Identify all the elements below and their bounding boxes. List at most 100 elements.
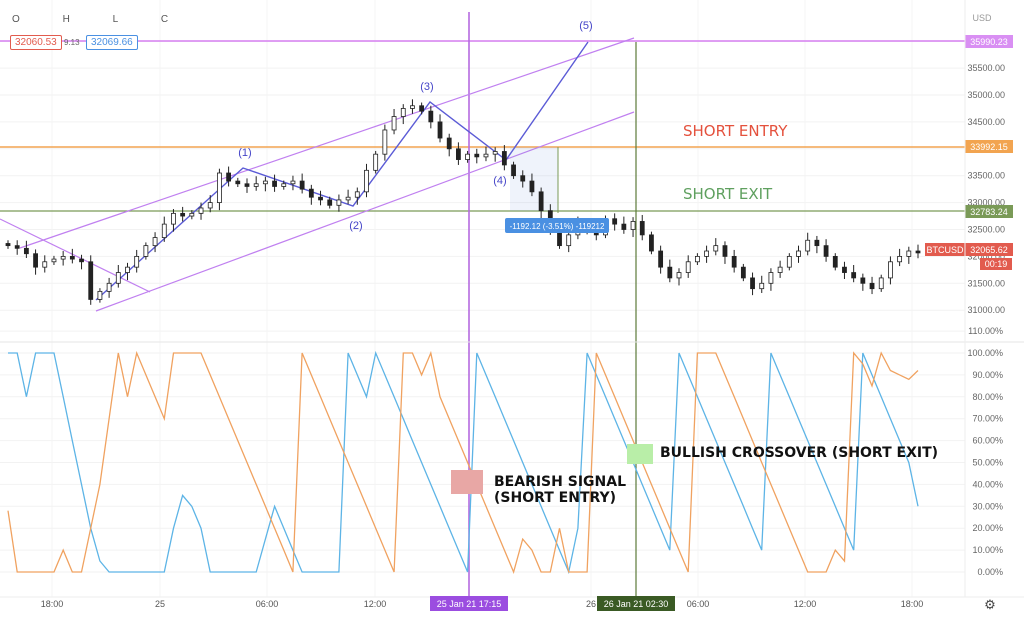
candle-body[interactable] bbox=[354, 191, 360, 198]
candle-body[interactable] bbox=[456, 148, 461, 160]
candle-body[interactable] bbox=[786, 255, 792, 268]
candle-body[interactable] bbox=[501, 151, 507, 166]
candle-body[interactable] bbox=[88, 261, 94, 300]
candle-body[interactable] bbox=[520, 175, 526, 182]
candle-body[interactable] bbox=[134, 255, 140, 268]
candle-body[interactable] bbox=[906, 250, 912, 257]
oscillator-line-orange[interactable] bbox=[7, 350, 919, 574]
candle-body[interactable] bbox=[667, 266, 673, 279]
candle-body[interactable] bbox=[14, 245, 20, 249]
candle-body[interactable] bbox=[299, 180, 305, 190]
candle-body[interactable] bbox=[51, 258, 57, 263]
candle-body[interactable] bbox=[5, 243, 11, 247]
candle-body[interactable] bbox=[538, 191, 544, 212]
candle-body[interactable] bbox=[566, 234, 572, 247]
candle-body[interactable] bbox=[400, 108, 406, 117]
candle-body[interactable] bbox=[860, 277, 866, 284]
candle-body[interactable] bbox=[740, 266, 746, 279]
candle-body[interactable] bbox=[639, 221, 645, 236]
candle-body[interactable] bbox=[685, 261, 691, 273]
candle-body[interactable] bbox=[704, 250, 709, 257]
candle-body[interactable] bbox=[410, 105, 415, 109]
candle-body[interactable] bbox=[281, 183, 287, 187]
candle-body[interactable] bbox=[823, 245, 829, 257]
channel-lower-line[interactable] bbox=[95, 111, 635, 312]
candle-body[interactable] bbox=[888, 261, 893, 279]
candle-body[interactable] bbox=[272, 180, 277, 187]
candle-body[interactable] bbox=[244, 183, 250, 187]
channel-upper-line[interactable] bbox=[19, 37, 635, 249]
candlestick-series[interactable] bbox=[5, 99, 921, 305]
candle-body[interactable] bbox=[446, 137, 452, 150]
candle-body[interactable] bbox=[731, 255, 737, 268]
candle-body[interactable] bbox=[235, 180, 241, 185]
candle-body[interactable] bbox=[125, 266, 130, 273]
candle-body[interactable] bbox=[180, 212, 186, 217]
candle-body[interactable] bbox=[750, 277, 755, 290]
candle-body[interactable] bbox=[832, 255, 838, 268]
candle-body[interactable] bbox=[851, 272, 857, 279]
candle-body[interactable] bbox=[79, 258, 84, 263]
candle-body[interactable] bbox=[658, 250, 664, 268]
candle-body[interactable] bbox=[23, 247, 29, 255]
candle-body[interactable] bbox=[171, 212, 176, 225]
candle-body[interactable] bbox=[152, 237, 158, 247]
candle-body[interactable] bbox=[805, 239, 811, 252]
candle-body[interactable] bbox=[428, 110, 434, 123]
candle-body[interactable] bbox=[262, 180, 268, 185]
candle-body[interactable] bbox=[382, 129, 388, 155]
candle-body[interactable] bbox=[768, 272, 774, 284]
candle-body[interactable] bbox=[649, 234, 654, 252]
candle-body[interactable] bbox=[915, 250, 921, 254]
candle-body[interactable] bbox=[483, 153, 489, 158]
candle-body[interactable] bbox=[878, 277, 884, 290]
candle-body[interactable] bbox=[869, 282, 875, 290]
candle-body[interactable] bbox=[373, 153, 379, 171]
candle-body[interactable] bbox=[33, 253, 38, 268]
candle-body[interactable] bbox=[529, 180, 535, 193]
candle-body[interactable] bbox=[327, 199, 333, 206]
candle-body[interactable] bbox=[777, 266, 783, 273]
candle-body[interactable] bbox=[796, 250, 801, 257]
candle-body[interactable] bbox=[345, 196, 351, 201]
oscillator-series[interactable] bbox=[7, 350, 919, 575]
ask-price-box[interactable]: 32069.66 bbox=[86, 35, 138, 50]
candle-body[interactable] bbox=[42, 261, 48, 268]
candle-body[interactable] bbox=[115, 272, 121, 284]
oscillator-line-blue[interactable] bbox=[8, 350, 919, 575]
gear-icon[interactable]: ⚙ bbox=[984, 597, 996, 612]
candle-body[interactable] bbox=[713, 245, 719, 252]
candle-body[interactable] bbox=[198, 207, 204, 214]
candle-body[interactable] bbox=[143, 245, 149, 257]
candle-body[interactable] bbox=[511, 164, 516, 177]
candle-body[interactable] bbox=[391, 116, 397, 131]
candle-body[interactable] bbox=[465, 153, 470, 160]
candle-body[interactable] bbox=[437, 121, 443, 139]
candle-body[interactable] bbox=[842, 266, 847, 273]
candle-body[interactable] bbox=[60, 255, 66, 260]
candle-body[interactable] bbox=[492, 151, 498, 155]
candle-body[interactable] bbox=[217, 172, 222, 203]
candle-body[interactable] bbox=[814, 239, 820, 247]
candle-body[interactable] bbox=[364, 169, 369, 193]
downtrend-line[interactable] bbox=[0, 218, 151, 293]
candle-body[interactable] bbox=[630, 221, 636, 230]
candle-body[interactable] bbox=[318, 196, 323, 201]
candle-body[interactable] bbox=[897, 255, 903, 263]
candle-body[interactable] bbox=[290, 180, 296, 185]
bid-price-box[interactable]: 32060.53 bbox=[10, 35, 62, 50]
candle-body[interactable] bbox=[722, 245, 728, 257]
candle-body[interactable] bbox=[308, 188, 314, 198]
candle-body[interactable] bbox=[336, 199, 342, 206]
candle-body[interactable] bbox=[419, 105, 425, 112]
candle-body[interactable] bbox=[676, 272, 682, 279]
candle-body[interactable] bbox=[161, 223, 167, 238]
candle-body[interactable] bbox=[226, 172, 232, 182]
candle-body[interactable] bbox=[621, 223, 627, 230]
candle-body[interactable] bbox=[189, 212, 195, 217]
candle-body[interactable] bbox=[207, 202, 213, 209]
candle-body[interactable] bbox=[759, 282, 765, 290]
candle-body[interactable] bbox=[612, 218, 618, 225]
candle-body[interactable] bbox=[97, 290, 103, 300]
